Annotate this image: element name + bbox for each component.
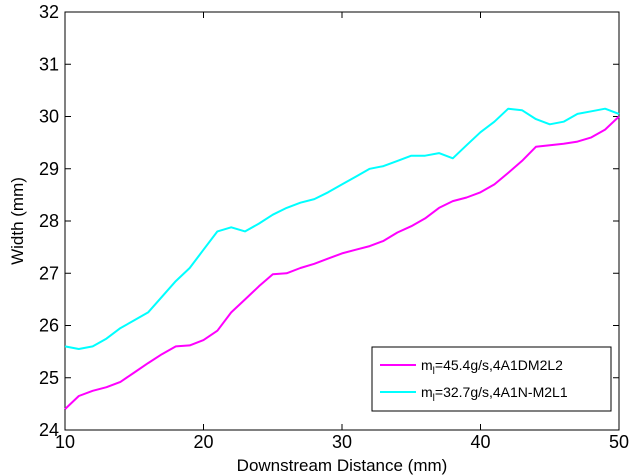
series-line-1 <box>64 115 620 410</box>
y-axis-label: Width (mm) <box>8 177 27 265</box>
y-tick-label: 28 <box>39 211 59 231</box>
legend-label-2: ml=32.7g/s,4A1N-M2L1 <box>421 384 568 404</box>
legend-label-subscript: l <box>433 366 435 377</box>
x-tick-label: 40 <box>470 432 490 452</box>
x-tick-label: 10 <box>55 432 75 452</box>
x-tick-label: 20 <box>193 432 213 452</box>
legend-label-main: m <box>421 357 433 373</box>
x-axis-ticks: 10 20 30 40 50 <box>55 12 629 452</box>
series-lines <box>64 107 620 410</box>
legend-label-1: ml=45.4g/s,4A1DM2L2 <box>421 357 563 377</box>
y-tick-label: 24 <box>39 420 59 440</box>
legend-label-rest: =32.7g/s,4A1N-M2L1 <box>435 384 568 400</box>
x-tick-label: 30 <box>332 432 352 452</box>
legend-label-rest: =45.4g/s,4A1DM2L2 <box>435 357 563 373</box>
y-tick-label: 25 <box>39 368 59 388</box>
y-axis-ticks: 24 25 26 27 28 29 30 31 32 <box>39 2 619 440</box>
y-tick-label: 29 <box>39 159 59 179</box>
y-tick-label: 27 <box>39 263 59 283</box>
y-tick-label: 32 <box>39 2 59 22</box>
y-tick-label: 30 <box>39 107 59 127</box>
x-axis-label: Downstream Distance (mm) <box>237 456 448 475</box>
legend-box <box>371 346 612 412</box>
x-tick-label: 50 <box>609 432 629 452</box>
legend-label-subscript: l <box>433 393 435 404</box>
y-tick-label: 26 <box>39 316 59 336</box>
y-tick-label: 31 <box>39 54 59 74</box>
series-line-2 <box>64 107 620 350</box>
legend-label-main: m <box>421 384 433 400</box>
